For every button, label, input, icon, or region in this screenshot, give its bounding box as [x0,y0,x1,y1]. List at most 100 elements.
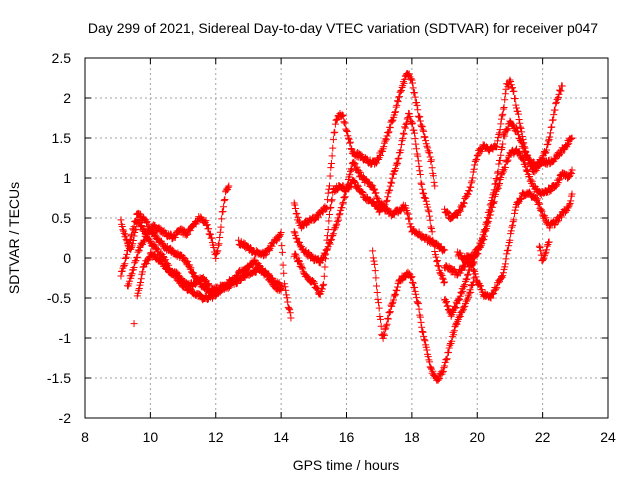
data-point-track-11 [497,120,505,128]
data-point-track-2 [127,235,135,243]
data-point-track-10 [370,257,378,265]
data-point-track-10 [383,320,391,328]
data-point-track-10 [416,313,424,321]
data-point-track-2 [117,272,125,280]
data-point-track-10 [409,279,417,287]
data-point-track-1 [196,291,204,299]
data-point-track-10 [435,374,443,382]
data-point-track-10 [390,296,398,304]
data-point-track-12 [497,151,505,159]
data-point-track-10 [418,323,426,331]
data-point-track-3 [213,248,221,256]
data-point-track-10 [426,358,434,366]
data-point-track-13 [490,199,498,207]
data-point-track-10 [384,314,392,322]
data-point-track-6 [276,285,284,293]
data-point-track-13 [458,289,466,297]
data-point-track-10 [384,315,392,323]
data-point-track-10 [369,247,377,255]
y-tick-label: -0.5 [47,290,71,306]
data-point-track-14 [510,216,518,224]
data-point-track-15 [539,255,547,263]
data-point-track-8 [403,119,411,127]
data-point-track-9 [332,222,340,230]
data-point-track-7 [294,213,302,221]
data-point-track-10 [460,306,468,314]
data-point-track-9 [326,240,334,248]
data-point-track-11 [552,100,560,108]
data-point-track-9 [290,228,298,236]
data-point-track-8 [392,165,400,173]
data-point-track-14 [538,207,546,215]
data-point-track-8 [406,112,414,120]
data-point-track-10 [439,368,447,376]
data-point-track-7 [293,209,301,217]
data-point-track-7 [292,205,300,213]
y-tick-label: 2.5 [52,50,72,66]
data-point-track-9 [371,189,379,197]
data-point-track-10 [419,328,427,336]
data-point-track-14 [499,269,507,277]
data-point-track-2 [143,218,151,226]
data-point-track-10 [423,346,431,354]
data-point-track-7 [386,124,394,132]
data-point-track-10 [393,287,401,295]
data-point-track-13 [485,214,493,222]
data-point-track-8 [440,279,448,287]
data-point-track-13 [460,282,468,290]
data-point-track-10 [374,295,382,303]
data-point-track-7 [423,142,431,150]
data-point-track-13 [444,302,452,310]
data-point-track-7 [413,101,421,109]
data-point-track-10 [376,313,384,321]
data-point-track-14 [567,197,575,205]
x-tick-label: 14 [273,429,289,445]
data-point-track-8 [384,193,392,201]
data-point-track-9 [335,211,343,219]
data-point-track-10 [372,274,380,282]
data-point-track-11 [460,199,468,207]
data-point-track-10 [407,274,415,282]
data-point-track-3 [208,234,216,242]
data-point-track-8 [383,196,391,204]
data-point-track-10 [414,300,422,308]
data-point-track-13 [503,157,511,165]
data-point-track-8 [375,208,383,216]
data-point-track-13 [523,167,531,175]
x-tick-label: 8 [81,429,89,445]
data-point-track-15 [541,250,549,258]
data-point-track-2 [130,223,138,231]
data-point-track-3 [218,215,226,223]
data-point-track-12 [565,140,573,148]
data-point-track-13 [451,304,459,312]
data-point-track-7 [424,144,432,152]
data-point-track-11 [474,151,482,159]
data-point-track-7 [421,133,429,141]
data-point-track-13 [484,219,492,227]
data-point-track-7 [385,128,393,136]
data-point-track-8 [327,204,335,212]
data-point-track-8 [397,146,405,154]
data-point-track-13 [452,304,460,312]
data-point-track-3 [224,183,232,191]
data-point-track-14 [506,236,514,244]
data-point-track-1 [122,231,130,239]
data-point-track-8 [382,198,390,206]
data-point-track-11 [510,87,518,95]
y-tick-label: -2 [59,410,72,426]
data-point-track-11 [549,116,557,124]
data-point-track-14 [505,242,513,250]
data-point-track-11 [471,161,479,169]
data-point-track-3 [128,270,136,278]
x-tick-label: 10 [143,429,159,445]
data-point-track-8 [298,263,306,271]
data-point-track-7 [382,135,390,143]
data-point-track-10 [369,254,377,262]
data-point-track-11 [493,143,501,151]
data-point-track-10 [377,322,385,330]
data-point-track-8 [411,135,419,143]
data-point-track-3 [130,264,138,272]
data-point-track-14 [502,255,510,263]
data-point-track-14 [501,263,509,271]
data-point-track-14 [546,224,554,232]
